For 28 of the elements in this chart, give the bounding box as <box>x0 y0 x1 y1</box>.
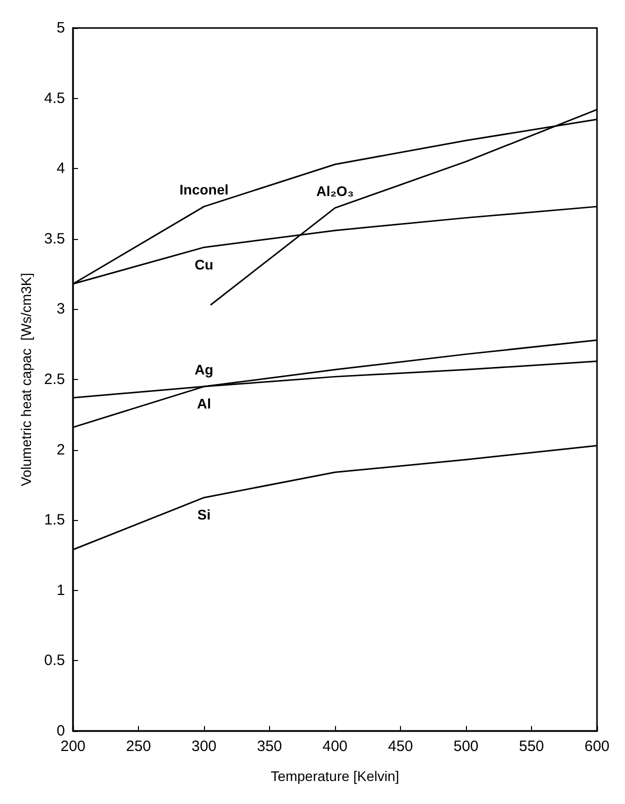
x-tick-label: 600 <box>584 738 610 755</box>
y-tick-label: 3 <box>56 300 65 318</box>
y-tick-label: 0.5 <box>44 652 65 670</box>
x-tick-label: 450 <box>388 738 414 755</box>
y-tick-label: 2.5 <box>44 371 65 388</box>
x-tick-label: 250 <box>126 738 152 755</box>
x-tick-label: 350 <box>256 738 282 755</box>
series-label: Ag <box>194 362 214 378</box>
series-label: Al <box>197 396 211 412</box>
y-tick-label: 1.5 <box>44 512 65 529</box>
x-tick-label: 550 <box>518 738 544 755</box>
y-tick-label: 0 <box>56 722 65 740</box>
x-tick-label: 400 <box>322 738 348 755</box>
x-tick-label: 200 <box>60 738 86 755</box>
y-tick-label: 4 <box>56 160 65 178</box>
x-tick-label: 500 <box>453 738 479 755</box>
x-tick-label: 300 <box>191 738 217 755</box>
y-tick-label: 2 <box>56 441 65 458</box>
y-tick-label: 4.5 <box>44 90 65 107</box>
y-tick-label: 5 <box>56 20 65 36</box>
series-label: Inconel <box>179 182 229 198</box>
y-tick-label: 3.5 <box>44 230 65 248</box>
series-label: Al₂O₃ <box>316 182 354 199</box>
y-axis-title: Volumetric heat capac [Ws/cm3K] <box>18 272 34 486</box>
series-label: Cu <box>194 256 214 272</box>
y-tick-label: 1 <box>56 582 65 599</box>
series-label: Si <box>197 506 211 523</box>
x-axis-title: Temperature [Kelvin] <box>270 768 400 784</box>
